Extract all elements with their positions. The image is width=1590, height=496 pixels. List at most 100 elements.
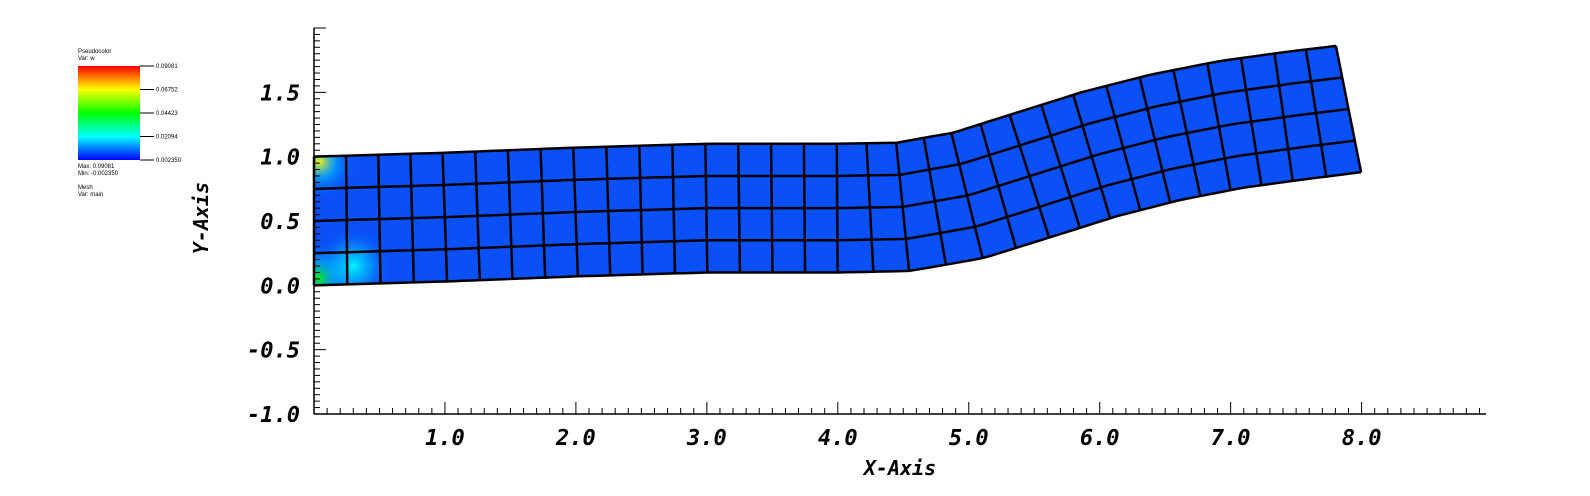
mesh-column-line <box>769 143 774 273</box>
mesh-cell <box>803 143 838 177</box>
mesh-column-line <box>802 143 807 273</box>
y-tick-label: 1.5 <box>260 81 300 106</box>
mesh-column-line <box>1072 94 1112 219</box>
legend-min-label: Min: -0.002350 <box>78 171 119 177</box>
mesh-column-line <box>473 151 482 281</box>
mesh-cell <box>866 142 900 176</box>
mesh-cell <box>706 207 740 241</box>
x-tick-label: 1.0 <box>425 426 465 451</box>
mesh-column-line <box>922 137 948 265</box>
mesh-cell <box>836 207 872 241</box>
mesh-cell <box>737 143 772 177</box>
mesh-column-line <box>835 143 839 273</box>
mesh-column-line <box>1334 45 1363 173</box>
mesh-cell <box>771 207 806 241</box>
mesh-cell <box>837 239 874 273</box>
mesh-cell <box>1278 80 1317 118</box>
x-tick-label: 2.0 <box>555 426 596 451</box>
x-axis-title: X-Axis <box>862 456 936 480</box>
mesh-cell <box>443 183 478 218</box>
mesh-cell <box>474 150 510 184</box>
mesh-column-line <box>638 145 644 275</box>
mesh-column-line <box>572 147 580 277</box>
y-tick-label: -0.5 <box>247 339 300 364</box>
mesh <box>312 44 1363 287</box>
mesh-column-line <box>1138 77 1172 203</box>
x-tick-label: 5.0 <box>949 426 989 451</box>
mesh-cell <box>477 214 512 249</box>
mesh-cell <box>542 211 577 246</box>
mesh-cell <box>867 174 903 208</box>
mesh-cell <box>804 207 838 241</box>
mesh-cell <box>1245 85 1284 122</box>
x-tick-label: 8.0 <box>1342 426 1382 451</box>
mesh-cell <box>770 143 805 177</box>
legend-plot-name: Pseudocolor <box>78 49 111 55</box>
mesh-column-line <box>1239 57 1263 186</box>
legend: Pseudocolor Var: w 0.09081 0.06752 0.044… <box>78 49 182 198</box>
mesh-cell <box>639 144 674 179</box>
mesh-cell <box>346 186 380 221</box>
mesh-cell <box>442 151 477 186</box>
y-tick-labels: -1.0 -0.5 0.0 0.5 1.0 1.5 <box>247 81 300 428</box>
axes: -1.0 -0.5 0.0 0.5 1.0 1.5 1.0 2.0 3.0 4.0 5.0 6.0 7… <box>189 27 1486 480</box>
mesh-cell <box>738 207 773 241</box>
legend-max-label: Max: 0.09081 <box>78 164 115 170</box>
legend-tick-label: 0.04423 <box>156 111 178 117</box>
mesh-cell <box>476 182 511 217</box>
y-axis-title: Y-Axis <box>189 182 213 254</box>
x-tick-labels: 1.0 2.0 3.0 4.0 5.0 6.0 7.0 8.0 <box>425 426 1381 451</box>
mesh-cell <box>411 216 447 251</box>
mesh-cell <box>540 147 575 182</box>
mesh-column-line <box>671 144 677 274</box>
mesh-column-line <box>506 150 514 279</box>
mesh-column-line <box>1172 69 1202 197</box>
mesh-cell <box>639 176 674 211</box>
mesh-cell <box>574 178 609 213</box>
legend-colorbar-ticks <box>140 65 154 161</box>
mesh-cell <box>771 240 806 273</box>
mesh-cell <box>575 210 610 245</box>
mesh-column-line <box>894 142 911 272</box>
mesh-cell <box>508 180 544 215</box>
mesh-column-line <box>1008 114 1051 238</box>
mesh-cell <box>771 175 805 209</box>
mesh-column-line <box>441 152 449 282</box>
mesh-cell <box>869 206 907 240</box>
mesh-column-line <box>1304 49 1328 177</box>
mesh-cell <box>1283 112 1322 150</box>
mesh-cell <box>705 175 740 209</box>
mesh-cell <box>410 152 444 187</box>
legend-mesh-name: Mesh <box>78 185 93 191</box>
mesh-cell <box>738 175 773 209</box>
y-tick-label: 0.0 <box>260 274 300 299</box>
mesh-cell <box>739 240 773 273</box>
mesh-column-line <box>1206 63 1232 191</box>
mesh-cell <box>511 245 546 280</box>
mesh-cell <box>378 185 413 220</box>
mesh-column-line <box>979 123 1018 249</box>
mesh-cell <box>608 241 643 276</box>
mesh-cell <box>543 243 579 278</box>
mesh-cell <box>836 143 869 177</box>
mesh-cell <box>507 148 542 183</box>
mesh-column-line <box>1273 53 1294 182</box>
mesh-cell <box>478 246 513 281</box>
mesh-cell <box>803 175 838 209</box>
mesh-cell <box>836 175 871 209</box>
x-tick-label: 4.0 <box>818 426 858 451</box>
x-tick-label: 3.0 <box>686 426 727 451</box>
x-tick-label: 6.0 <box>1080 426 1120 451</box>
mesh-cell <box>573 146 608 181</box>
legend-tick-label: 0.002350 <box>156 158 182 164</box>
mesh-column-line <box>605 146 612 276</box>
mesh-cell <box>445 247 481 282</box>
y-tick-label: 0.5 <box>260 210 300 235</box>
mesh-cell <box>705 143 739 177</box>
mesh-cell <box>1240 53 1280 91</box>
mesh-column-line <box>950 132 984 259</box>
mesh-cell <box>576 242 611 277</box>
mesh-cell <box>607 209 643 244</box>
legend-colorbar <box>78 66 140 160</box>
